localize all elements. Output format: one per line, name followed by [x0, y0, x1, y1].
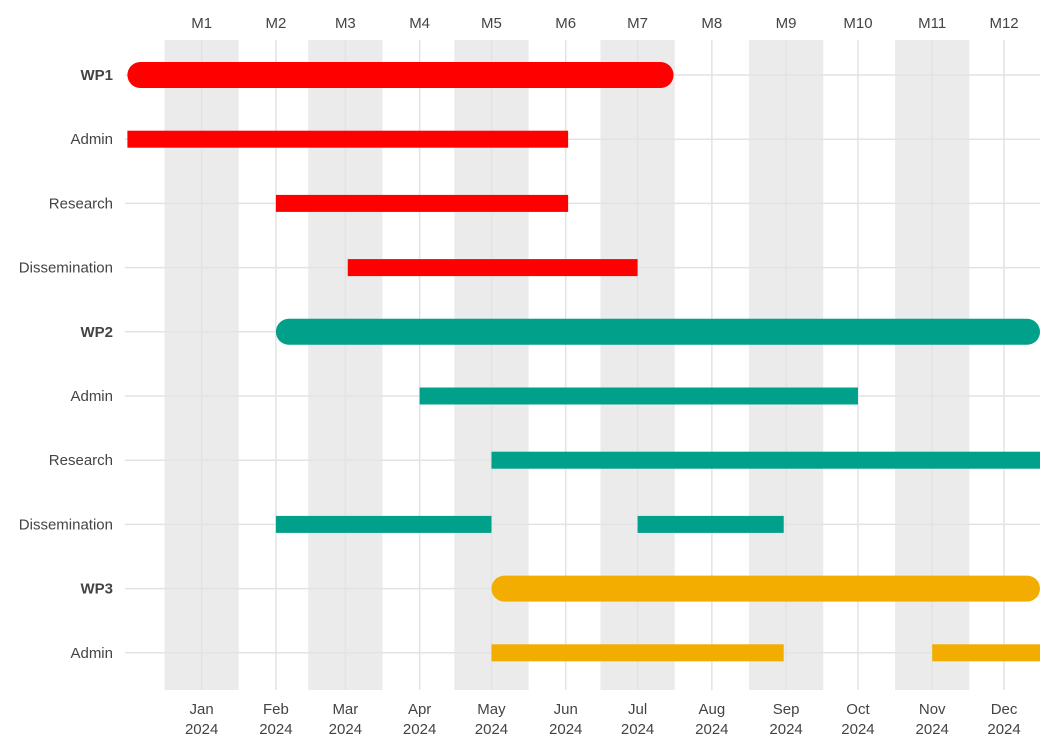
top-tick-label: M2 — [265, 15, 286, 32]
bottom-tick-month: Feb — [263, 701, 289, 718]
bottom-tick-month: Jun — [554, 701, 578, 718]
top-tick-label: M3 — [335, 15, 356, 32]
top-tick-label: M4 — [409, 15, 430, 32]
bottom-tick-year: 2024 — [475, 721, 508, 738]
row-label: Admin — [70, 645, 113, 662]
bottom-tick-month: Apr — [408, 701, 431, 718]
task-bar — [127, 130, 569, 148]
row-label: Admin — [70, 388, 113, 405]
bottom-tick-month: Nov — [919, 701, 946, 718]
top-tick-label: M1 — [191, 15, 212, 32]
row-label: Research — [49, 195, 113, 212]
bottom-tick-year: 2024 — [549, 721, 582, 738]
top-tick-label: M10 — [843, 15, 872, 32]
bottom-tick-year: 2024 — [916, 721, 949, 738]
top-tick-label: M7 — [627, 15, 648, 32]
bottom-tick-month: Oct — [846, 701, 870, 718]
top-tick-label: M6 — [555, 15, 576, 32]
task-bar — [637, 515, 784, 533]
task-bar — [275, 515, 492, 533]
row-label: Dissemination — [19, 260, 113, 277]
bottom-tick-year: 2024 — [259, 721, 292, 738]
row-label: Research — [49, 452, 113, 469]
task-bar — [275, 194, 569, 212]
task-bar — [491, 451, 1040, 469]
bars — [127, 62, 1040, 662]
row-label: Admin — [70, 131, 113, 148]
task-bar — [419, 387, 858, 405]
bottom-tick-year: 2024 — [403, 721, 436, 738]
package-bar — [491, 575, 1040, 602]
package-bar — [127, 62, 674, 88]
bottom-tick-year: 2024 — [695, 721, 728, 738]
row-label: Dissemination — [19, 516, 113, 533]
bottom-tick-month: May — [477, 701, 506, 718]
bottom-tick-month: Sep — [773, 701, 800, 718]
task-bar — [491, 644, 784, 662]
task-bar — [932, 644, 1040, 662]
bottom-axis: Jan 2024 Feb 2024 Mar 2024 Apr 2024 May 2024 Jun 20… — [185, 701, 1021, 738]
row-label: WP2 — [80, 324, 113, 341]
bottom-tick-month: Mar — [332, 701, 358, 718]
bottom-tick-year: 2024 — [329, 721, 362, 738]
top-tick-label: M8 — [701, 15, 722, 32]
row-label: WP3 — [80, 581, 113, 598]
top-tick-label: M11 — [918, 15, 946, 32]
bottom-tick-year: 2024 — [987, 721, 1020, 738]
bottom-tick-month: Aug — [698, 701, 725, 718]
bottom-tick-year: 2024 — [621, 721, 654, 738]
bottom-tick-month: Jul — [628, 701, 647, 718]
bottom-tick-month: Jan — [190, 701, 214, 718]
bottom-tick-year: 2024 — [185, 721, 218, 738]
top-axis: M1 M2 M3 M4 M5 M6 M7 M8 M9 M10 M11 M12 — [191, 15, 1018, 32]
bottom-tick-month: Dec — [991, 701, 1018, 718]
task-bar — [347, 259, 638, 277]
bottom-tick-year: 2024 — [769, 721, 802, 738]
top-tick-label: M9 — [776, 15, 797, 32]
bottom-tick-year: 2024 — [841, 721, 874, 738]
package-bar — [275, 318, 1040, 345]
top-tick-label: M5 — [481, 15, 502, 32]
top-tick-label: M12 — [989, 15, 1018, 32]
row-label: WP1 — [80, 67, 113, 84]
row-labels: WP1 Admin Research Dissemination WP2 Admin Res… — [19, 67, 113, 662]
